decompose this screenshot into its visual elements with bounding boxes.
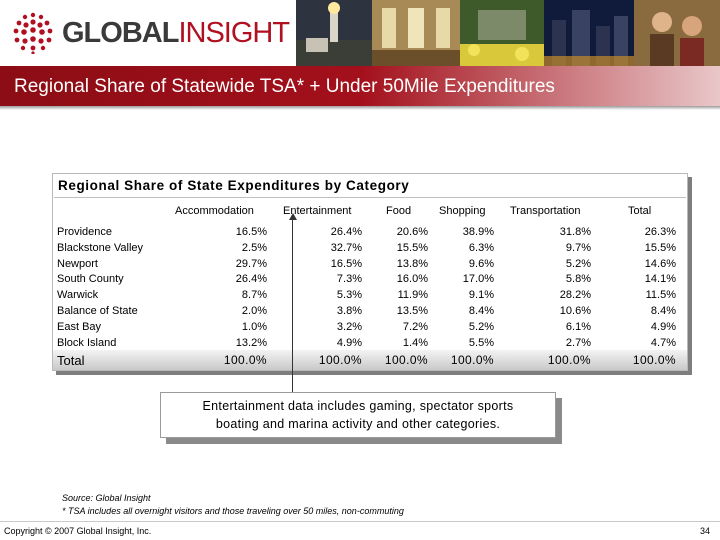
row-label: Warwick (57, 289, 99, 301)
table-cell-shopping: 6.3% (468, 242, 494, 254)
lighthouse-photo (296, 0, 372, 66)
table-cell-total: 4.7% (650, 337, 676, 349)
callout-pointer-line (292, 217, 293, 395)
table-cell-shopping: 8.4% (468, 305, 494, 317)
table-cell-shopping: 9.6% (468, 258, 494, 270)
total-cell-accommodation: 100.0% (223, 353, 267, 367)
table-cell-entertainment: 26.4% (330, 226, 362, 238)
table-cell-entertainment: 7.3% (336, 273, 362, 285)
table-cell-total: 14.6% (644, 258, 676, 270)
table-title: Regional Share of State Expenditures by … (58, 178, 410, 193)
table-cell-food: 1.4% (402, 337, 428, 349)
table-cell-food: 16.0% (396, 273, 428, 285)
note-line-2: boating and marina activity and other ca… (215, 417, 501, 431)
table-cell-food: 11.9% (397, 289, 428, 301)
footer-divider (0, 521, 720, 522)
column-header-entertainment: Entertainment (283, 205, 352, 217)
table-cell-total: 8.4% (650, 305, 676, 317)
page-number: 34 (699, 526, 710, 536)
table-cell-accommodation: 2.5% (241, 242, 267, 254)
table-panel (52, 173, 688, 371)
people-photo (634, 0, 720, 66)
table-cell-entertainment: 5.3% (336, 289, 362, 301)
logo-insight-text: INSIGHT (178, 17, 290, 49)
row-label: East Bay (57, 321, 102, 333)
table-cell-transportation: 5.8% (565, 273, 591, 285)
table-cell-accommodation: 26.4% (235, 273, 267, 285)
table-cell-shopping: 17.0% (462, 273, 494, 285)
row-label: Providence (57, 226, 113, 238)
table-cell-accommodation: 1.0% (241, 321, 267, 333)
table-cell-accommodation: 13.2% (235, 337, 267, 349)
table-cell-entertainment: 3.2% (336, 321, 362, 333)
table-cell-shopping: 38.9% (462, 226, 494, 238)
table-cell-food: 15.5% (396, 242, 428, 254)
row-label: Block Island (57, 337, 117, 349)
entertainment-note-box: Entertainment data includes gaming, spec… (160, 392, 556, 438)
column-header-accommodation: Accommodation (175, 205, 254, 217)
table-cell-food: 20.6% (396, 226, 428, 238)
row-label: Blackstone Valley (57, 242, 144, 254)
table-cell-entertainment: 4.9% (336, 337, 362, 349)
row-label: Balance of State (57, 305, 138, 317)
column-header-transportation: Transportation (510, 205, 581, 217)
total-row-band (53, 350, 687, 370)
table-cell-shopping: 5.5% (468, 337, 494, 349)
total-cell-transportation: 100.0% (547, 353, 591, 367)
table-cell-entertainment: 16.5% (330, 258, 362, 270)
column-header-total: Total (628, 205, 652, 217)
total-cell-total: 100.0% (632, 353, 676, 367)
table-cell-total: 11.5% (645, 289, 676, 301)
table-cell-transportation: 9.7% (565, 242, 591, 254)
table-cell-shopping: 5.2% (468, 321, 494, 333)
table-cell-food: 7.2% (402, 321, 428, 333)
header-photo-strip (296, 0, 720, 66)
row-label: South County (57, 273, 124, 285)
header: GLOBALINSIGHT (0, 0, 720, 66)
table-cell-transportation: 5.2% (565, 258, 591, 270)
table-cell-total: 15.5% (644, 242, 676, 254)
table-cell-total: 26.3% (644, 226, 676, 238)
table-cell-shopping: 9.1% (468, 289, 494, 301)
table-cell-accommodation: 29.7% (235, 258, 267, 270)
table-cell-food: 13.8% (396, 258, 428, 270)
slide-title: Regional Share of Statewide TSA* + Under… (14, 76, 555, 97)
table-cell-accommodation: 2.0% (241, 305, 267, 317)
source-line: Source: Global Insight (62, 493, 151, 503)
garden-photo (460, 0, 544, 66)
logo-global-text: GLOBAL (62, 17, 179, 49)
table-cell-transportation: 2.7% (565, 337, 591, 349)
row-label: Newport (57, 258, 98, 270)
source-notes: Source: Global Insight * TSA includes al… (62, 492, 404, 518)
table-cell-food: 13.5% (396, 305, 428, 317)
table-cell-accommodation: 16.5% (235, 226, 267, 238)
slide-title-bar: Regional Share of Statewide TSA* + Under… (0, 66, 720, 106)
table-cell-total: 4.9% (650, 321, 676, 333)
table-cell-total: 14.1% (644, 273, 676, 285)
table-title-divider (54, 197, 686, 198)
tsa-footnote: * TSA includes all overnight visitors an… (62, 506, 404, 516)
title-bar-shadow (0, 106, 720, 110)
ballroom-photo (372, 0, 460, 66)
table-cell-entertainment: 3.8% (336, 305, 362, 317)
callout-arrowhead-icon (289, 213, 297, 220)
table-cell-transportation: 6.1% (565, 321, 591, 333)
cityscape-night-photo (544, 0, 634, 66)
total-cell-shopping: 100.0% (450, 353, 494, 367)
total-cell-food: 100.0% (384, 353, 428, 367)
total-cell-entertainment: 100.0% (318, 353, 362, 367)
copyright-text: Copyright © 2007 Global Insight, Inc. (4, 526, 152, 536)
table-cell-transportation: 10.6% (559, 305, 591, 317)
table-cell-transportation: 31.8% (559, 226, 591, 238)
table-cell-entertainment: 32.7% (330, 242, 362, 254)
note-line-1: Entertainment data includes gaming, spec… (202, 399, 514, 413)
global-insight-logo-icon (13, 12, 53, 54)
table-cell-transportation: 28.2% (559, 289, 591, 301)
column-header-shopping: Shopping (439, 205, 486, 217)
table-cell-accommodation: 8.7% (241, 289, 267, 301)
column-header-food: Food (386, 205, 412, 217)
total-row-label: Total (57, 353, 85, 368)
company-logo-text: GLOBALINSIGHT (62, 17, 290, 50)
